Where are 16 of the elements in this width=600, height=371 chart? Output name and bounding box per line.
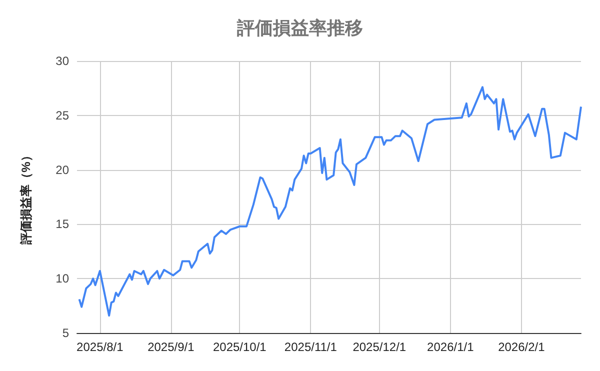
y-axis-title: 評価損益率（%） [19, 150, 33, 246]
chart-title: 評価損益率推移 [236, 18, 363, 38]
x-tick-label: 2025/11/1 [284, 340, 338, 354]
x-tick-label: 2025/9/1 [148, 340, 195, 354]
x-tick-label: 2025/10/1 [212, 340, 267, 354]
x-tick-label: 2025/12/1 [352, 340, 406, 354]
x-tick-label: 2026/2/1 [498, 340, 546, 354]
y-tick-label: 20 [56, 162, 70, 177]
y-tick-label: 30 [56, 54, 70, 68]
y-tick-label: 25 [56, 108, 70, 122]
y-tick-label: 5 [62, 326, 70, 340]
y-tick-label: 15 [56, 217, 70, 232]
line-series [78, 86, 582, 317]
y-tick-label: 10 [56, 272, 70, 286]
x-tick-label: 2026/1/1 [427, 340, 474, 354]
x-tick-label: 2025/8/1 [76, 340, 124, 354]
